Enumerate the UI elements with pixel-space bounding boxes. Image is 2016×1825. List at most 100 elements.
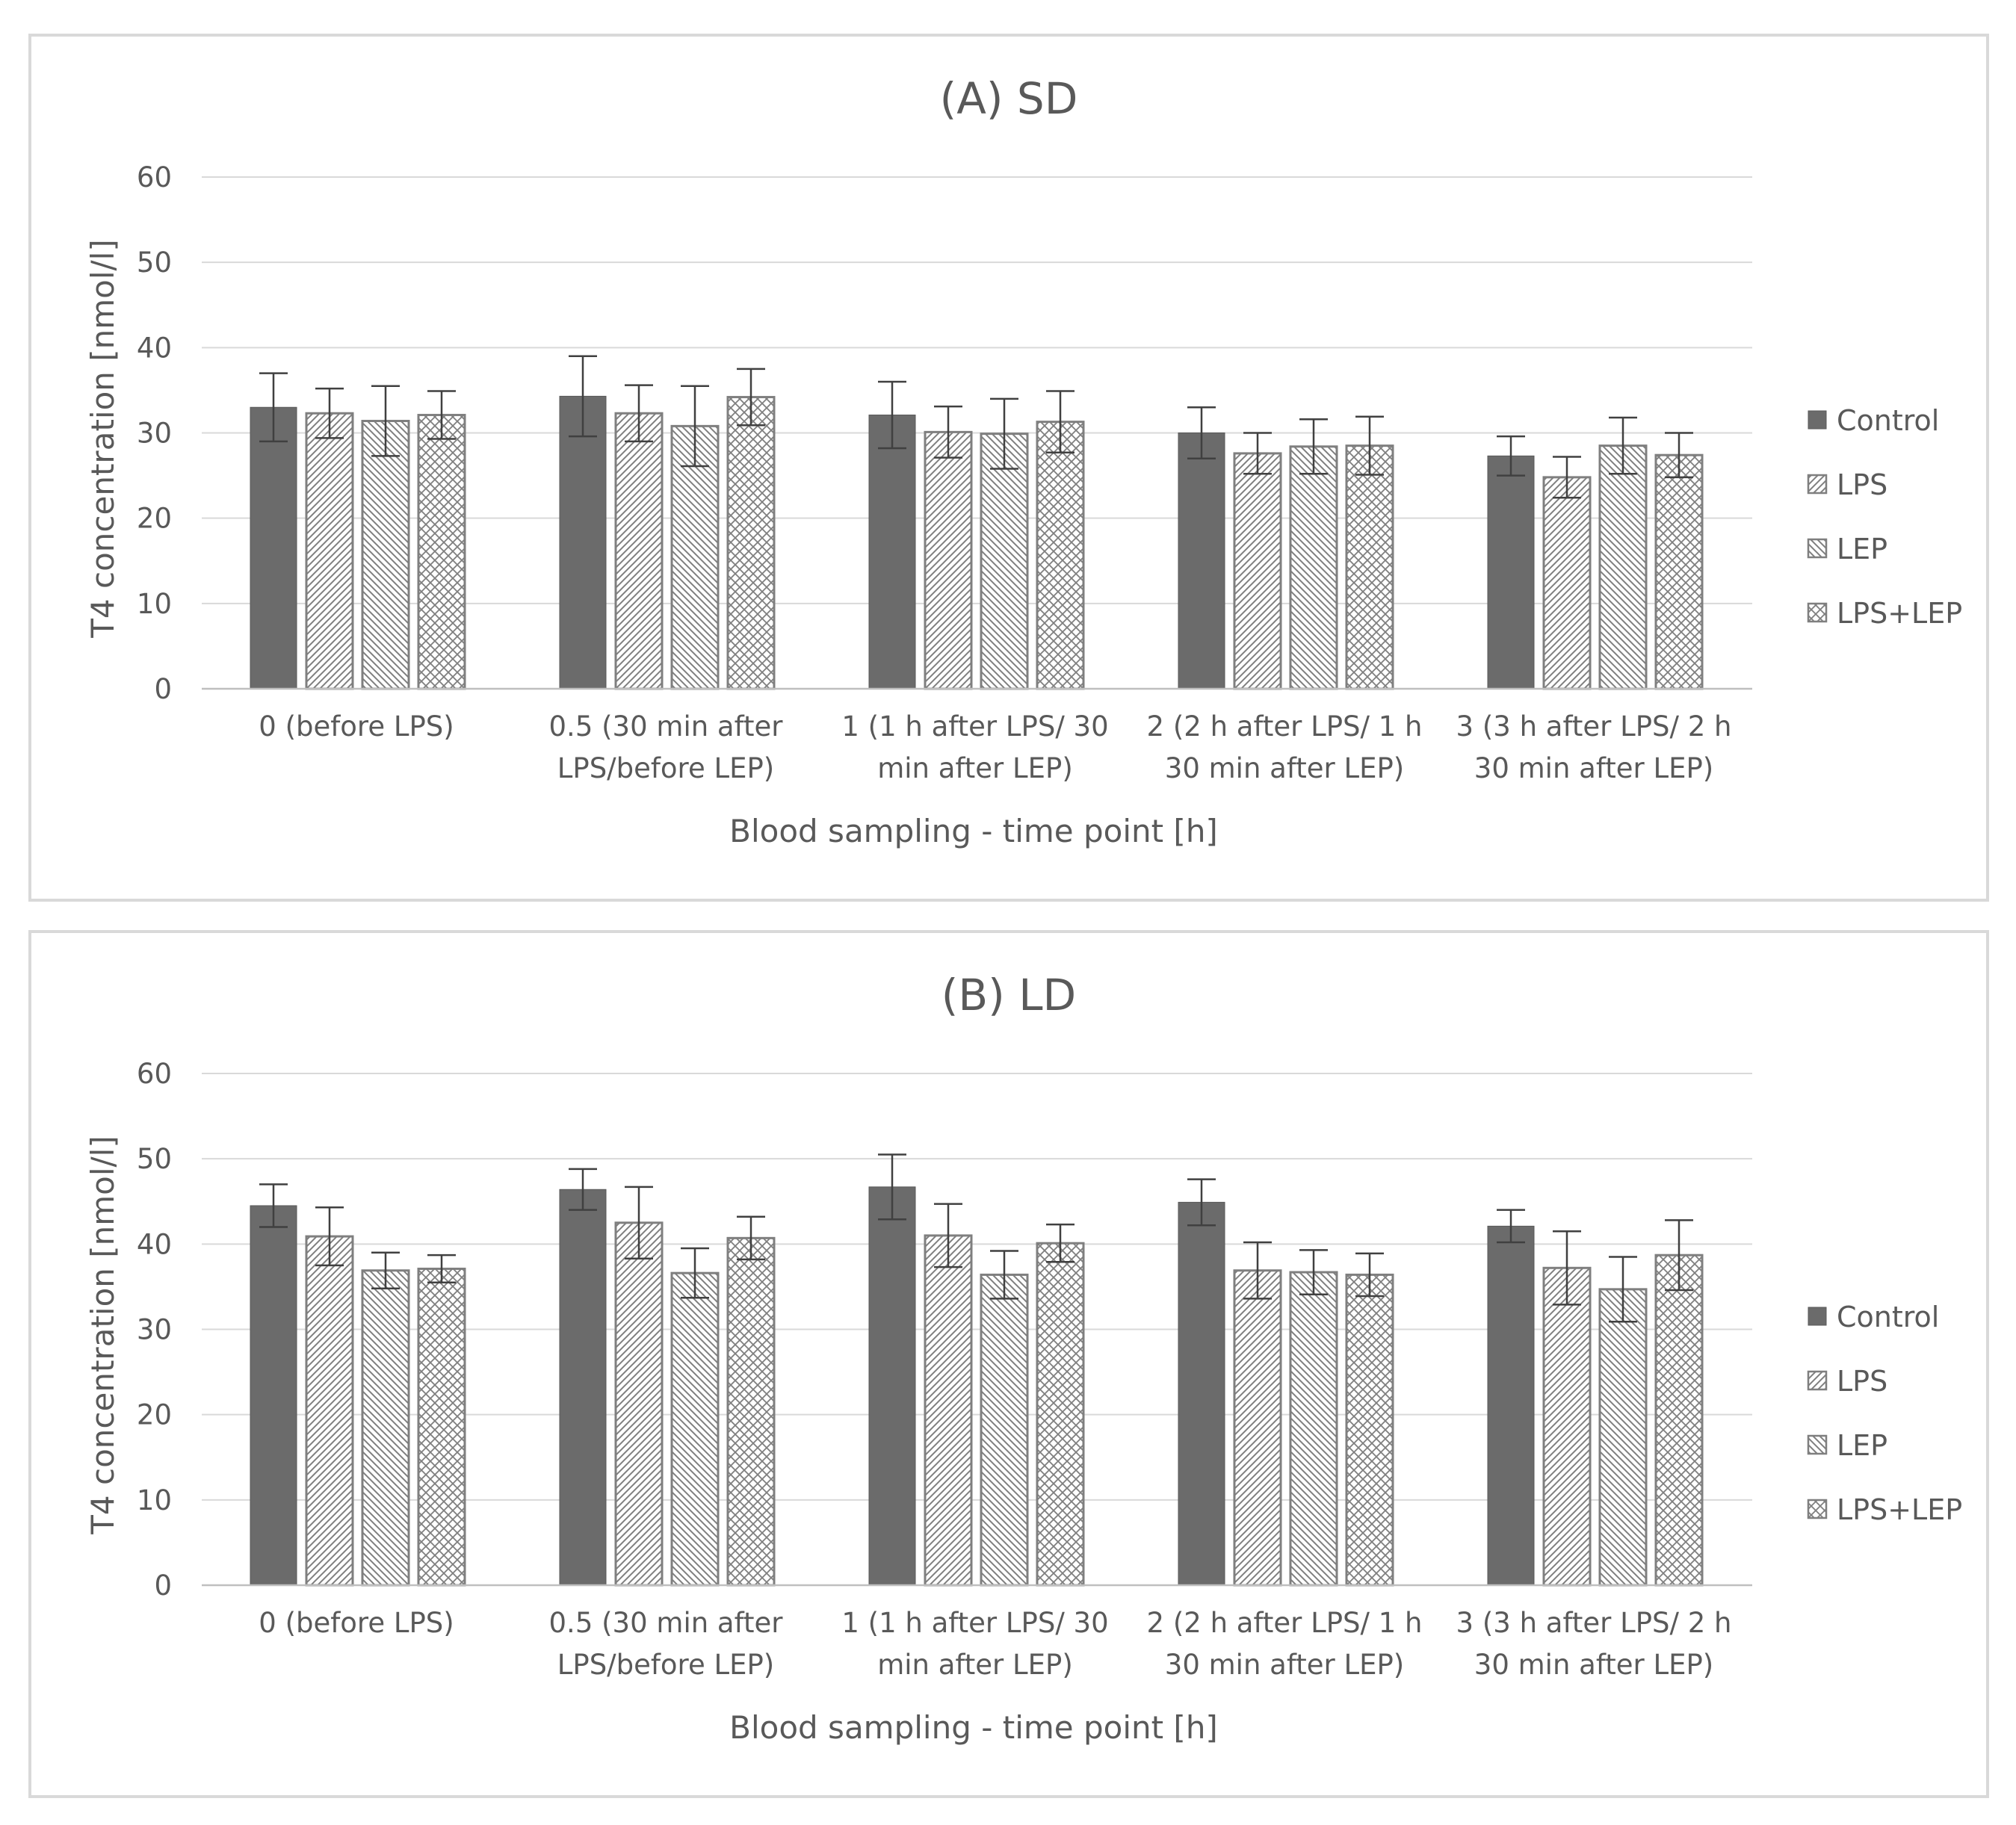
bar-lep [980, 1273, 1029, 1587]
error-bar [625, 1186, 653, 1259]
error-bar [371, 1251, 400, 1289]
x-tick-label: 0.5 (30 min after [549, 1607, 784, 1639]
x-tick-label: 30 min after LEP) [1165, 752, 1404, 784]
y-tick-label: 60 [137, 1058, 172, 1090]
error-bar [1046, 390, 1075, 454]
bar-lep [1289, 1271, 1338, 1587]
bar-lps [614, 1221, 664, 1587]
error-bar [1497, 1209, 1525, 1244]
bar-lps [305, 1235, 354, 1587]
bar-control [868, 415, 916, 690]
bar-lep [361, 1269, 410, 1587]
error-bar [681, 385, 709, 468]
error-bar [1299, 1249, 1328, 1295]
legend-item-lps: LPS [1807, 1365, 1887, 1398]
error-bar [1355, 1252, 1384, 1298]
bar-control [559, 1189, 607, 1586]
error-bar [737, 1215, 765, 1261]
bars [202, 355, 1752, 690]
bar-lps-lep [417, 414, 466, 690]
legend-item-control: Control [1808, 1301, 1939, 1333]
bar-control [250, 406, 297, 690]
bar-lps-lep [1036, 1242, 1085, 1587]
y-tick-label: 60 [137, 161, 172, 193]
bar-lep [670, 1271, 720, 1587]
error-bar [878, 1153, 906, 1221]
error-bar [1553, 456, 1581, 499]
error-bar [569, 1168, 597, 1211]
y-tick-label: 0 [154, 1570, 172, 1602]
x-tick-label: 30 min after LEP) [1474, 752, 1713, 784]
legend-swatch [1807, 1499, 1828, 1519]
bar-lep [670, 424, 720, 690]
x-tick-label: 0 (before LPS) [259, 1607, 454, 1639]
legend-swatch [1807, 474, 1828, 495]
error-bar [625, 384, 653, 443]
error-bar [315, 387, 344, 439]
error-bar [934, 405, 962, 459]
bar-control [1487, 1225, 1535, 1586]
y-tick-label: 40 [137, 332, 172, 364]
y-tick-label: 20 [137, 1399, 172, 1431]
x-tick-label: 2 (2 h after LPS/ 1 h [1147, 710, 1423, 743]
y-axis-title: T4 concentration [nmol/l] [84, 1135, 121, 1534]
bars [202, 1153, 1752, 1587]
x-tick-label: 1 (1 h after LPS/ 30 [841, 710, 1108, 743]
error-bar [1046, 1223, 1075, 1263]
legend-label: LEP [1837, 533, 1887, 566]
legend: Control LPS LEP LPS+LEP [1807, 404, 1962, 630]
bar-lps [924, 430, 973, 690]
error-bar [1665, 1219, 1693, 1292]
error-bar [259, 372, 288, 443]
bar-lps [1233, 452, 1282, 690]
error-bar [1355, 415, 1384, 476]
bar-control [1487, 455, 1535, 690]
x-tick-label: LPS/before LEP) [557, 752, 774, 784]
error-bar [315, 1206, 344, 1267]
error-bar [1243, 1241, 1272, 1300]
chart-panel-ld: (B) LD T4 concentration [nmol/l] Blood s… [28, 930, 1989, 1798]
bar-lps [305, 412, 354, 690]
legend-item-lep: LEP [1807, 1429, 1887, 1462]
legend-label: Control [1837, 1301, 1939, 1333]
error-bar [371, 385, 400, 457]
bar-lep [1289, 445, 1338, 690]
x-axis-title: Blood sampling - time point [h] [729, 1709, 1218, 1746]
chart-title: (B) LD [941, 970, 1076, 1020]
legend: Control LPS LEP LPS+LEP [1807, 1301, 1962, 1526]
bar-lps [1542, 1266, 1592, 1587]
error-bar [1497, 435, 1525, 477]
x-tick-label: min after LEP) [877, 1649, 1073, 1681]
error-bar [1187, 1178, 1216, 1227]
y-tick-label: 20 [137, 503, 172, 535]
legend-item-lep: LEP [1807, 533, 1887, 566]
x-tick-label: 2 (2 h after LPS/ 1 h [1147, 1607, 1423, 1639]
y-tick-label: 30 [137, 1314, 172, 1346]
x-tick-label: 1 (1 h after LPS/ 30 [841, 1607, 1108, 1639]
x-tick-label: 3 (3 h after LPS/ 2 h [1456, 710, 1732, 743]
bar-lep [1598, 1288, 1648, 1587]
bar-control [250, 1205, 297, 1586]
bar-lps-lep [726, 396, 776, 690]
error-bar [990, 397, 1018, 470]
bar-lps-lep [726, 1236, 776, 1587]
legend-swatch [1807, 1434, 1828, 1455]
legend-item-lps-lep: LPS+LEP [1807, 597, 1962, 630]
bar-lps [1233, 1269, 1282, 1587]
legend-label: LPS+LEP [1837, 597, 1962, 630]
bar-lep [980, 433, 1029, 690]
bar-control [1178, 1201, 1225, 1586]
error-bar [737, 368, 765, 427]
y-tick-label: 40 [137, 1228, 172, 1260]
error-bar [934, 1203, 962, 1268]
error-bar [427, 1254, 456, 1283]
legend-label: LPS+LEP [1837, 1493, 1962, 1526]
error-bar [1553, 1230, 1581, 1306]
error-bar [1187, 406, 1216, 459]
legend-item-control: Control [1808, 404, 1939, 437]
y-tick-label: 10 [137, 588, 172, 620]
y-tick-label: 10 [137, 1484, 172, 1516]
bar-lps [1542, 476, 1592, 690]
bar-lep [361, 420, 410, 690]
